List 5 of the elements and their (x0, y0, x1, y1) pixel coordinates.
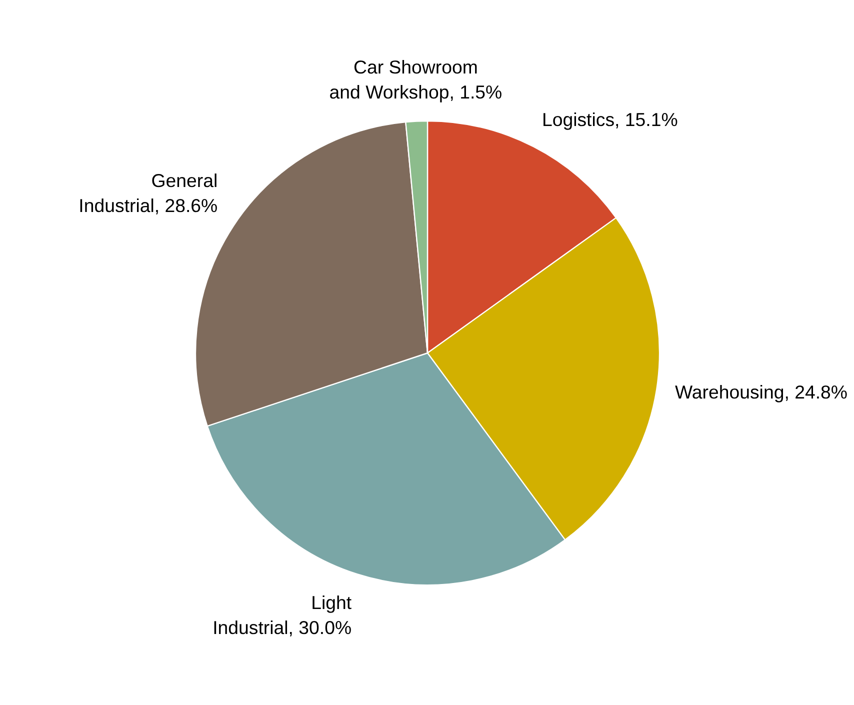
slice-label: General Industrial, 28.6% (78, 170, 218, 216)
slice-label: Light Industrial, 30.0% (212, 592, 352, 638)
slice-label: Logistics, 15.1% (542, 109, 678, 130)
slice-label: Warehousing, 24.8% (674, 382, 848, 403)
slice-label: Car Showroom and Workshop, 1.5% (329, 56, 502, 103)
